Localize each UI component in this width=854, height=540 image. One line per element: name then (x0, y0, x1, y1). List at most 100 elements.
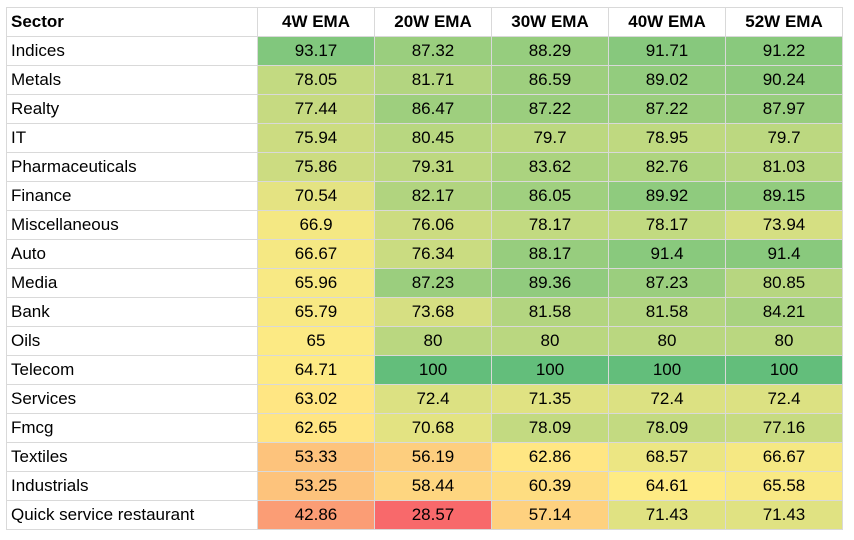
value-cell-4w-ema: 42.86 (257, 500, 375, 530)
value-cell-52w-ema: 65.58 (725, 471, 843, 501)
value-cell-20w-ema: 87.23 (374, 268, 492, 298)
value-cell-20w-ema: 86.47 (374, 94, 492, 124)
value-cell-40w-ema: 82.76 (608, 152, 726, 182)
value-cell-4w-ema: 75.94 (257, 123, 375, 153)
value-cell-52w-ema: 91.4 (725, 239, 843, 269)
sector-label: Oils (6, 326, 258, 356)
value-cell-30w-ema: 88.29 (491, 36, 609, 66)
column-header-52w-ema: 52W EMA (725, 7, 843, 37)
value-cell-52w-ema: 89.15 (725, 181, 843, 211)
table-row-realty: Realty 77.44 86.47 87.22 87.22 87.97 (6, 94, 843, 124)
table-row-metals: Metals 78.05 81.71 86.59 89.02 90.24 (6, 65, 843, 95)
table-row-textiles: Textiles 53.33 56.19 62.86 68.57 66.67 (6, 442, 843, 472)
value-cell-30w-ema: 81.58 (491, 297, 609, 327)
table-row-industrials: Industrials 53.25 58.44 60.39 64.61 65.58 (6, 471, 843, 501)
ema-heatmap-table: Sector 4W EMA 20W EMA 30W EMA 40W EMA 52… (6, 7, 843, 530)
value-cell-30w-ema: 87.22 (491, 94, 609, 124)
value-cell-52w-ema: 87.97 (725, 94, 843, 124)
value-cell-40w-ema: 87.22 (608, 94, 726, 124)
table-row-services: Services 63.02 72.4 71.35 72.4 72.4 (6, 384, 843, 414)
value-cell-52w-ema: 71.43 (725, 500, 843, 530)
value-cell-52w-ema: 84.21 (725, 297, 843, 327)
value-cell-4w-ema: 77.44 (257, 94, 375, 124)
value-cell-52w-ema: 80 (725, 326, 843, 356)
value-cell-30w-ema: 86.05 (491, 181, 609, 211)
value-cell-20w-ema: 100 (374, 355, 492, 385)
table-row-quick-service-restaurant: Quick service restaurant 42.86 28.57 57.14 7… (6, 500, 843, 530)
heatmap-container: Sector 4W EMA 20W EMA 30W EMA 40W EMA 52… (6, 7, 843, 530)
value-cell-20w-ema: 82.17 (374, 181, 492, 211)
value-cell-4w-ema: 75.86 (257, 152, 375, 182)
value-cell-20w-ema: 58.44 (374, 471, 492, 501)
sector-label: Quick service restaurant (6, 500, 258, 530)
value-cell-30w-ema: 78.09 (491, 413, 609, 443)
value-cell-20w-ema: 81.71 (374, 65, 492, 95)
column-header-20w-ema: 20W EMA (374, 7, 492, 37)
table-row-finance: Finance 70.54 82.17 86.05 89.92 89.15 (6, 181, 843, 211)
table-row-auto: Auto 66.67 76.34 88.17 91.4 91.4 (6, 239, 843, 269)
value-cell-20w-ema: 76.06 (374, 210, 492, 240)
value-cell-52w-ema: 72.4 (725, 384, 843, 414)
value-cell-4w-ema: 65.96 (257, 268, 375, 298)
value-cell-40w-ema: 80 (608, 326, 726, 356)
value-cell-40w-ema: 87.23 (608, 268, 726, 298)
table-row-it: IT 75.94 80.45 79.7 78.95 79.7 (6, 123, 843, 153)
value-cell-20w-ema: 70.68 (374, 413, 492, 443)
value-cell-20w-ema: 56.19 (374, 442, 492, 472)
value-cell-4w-ema: 65 (257, 326, 375, 356)
value-cell-40w-ema: 78.17 (608, 210, 726, 240)
value-cell-40w-ema: 68.57 (608, 442, 726, 472)
value-cell-52w-ema: 80.85 (725, 268, 843, 298)
value-cell-52w-ema: 90.24 (725, 65, 843, 95)
value-cell-52w-ema: 73.94 (725, 210, 843, 240)
value-cell-4w-ema: 70.54 (257, 181, 375, 211)
value-cell-40w-ema: 81.58 (608, 297, 726, 327)
value-cell-4w-ema: 64.71 (257, 355, 375, 385)
value-cell-30w-ema: 79.7 (491, 123, 609, 153)
value-cell-4w-ema: 93.17 (257, 36, 375, 66)
value-cell-4w-ema: 63.02 (257, 384, 375, 414)
value-cell-30w-ema: 62.86 (491, 442, 609, 472)
header-row: Sector 4W EMA 20W EMA 30W EMA 40W EMA 52… (6, 7, 843, 37)
heatmap-body: Indices 93.17 87.32 88.29 91.71 91.22 Metals 78… (6, 36, 843, 530)
table-row-fmcg: Fmcg 62.65 70.68 78.09 78.09 77.16 (6, 413, 843, 443)
value-cell-40w-ema: 89.92 (608, 181, 726, 211)
value-cell-20w-ema: 80.45 (374, 123, 492, 153)
sector-label: Finance (6, 181, 258, 211)
value-cell-30w-ema: 86.59 (491, 65, 609, 95)
value-cell-4w-ema: 53.33 (257, 442, 375, 472)
column-header-30w-ema: 30W EMA (491, 7, 609, 37)
value-cell-4w-ema: 78.05 (257, 65, 375, 95)
value-cell-20w-ema: 79.31 (374, 152, 492, 182)
sector-label: Textiles (6, 442, 258, 472)
value-cell-52w-ema: 79.7 (725, 123, 843, 153)
sector-label: Media (6, 268, 258, 298)
sector-label: Auto (6, 239, 258, 269)
sector-label: Realty (6, 94, 258, 124)
table-row-bank: Bank 65.79 73.68 81.58 81.58 84.21 (6, 297, 843, 327)
value-cell-30w-ema: 71.35 (491, 384, 609, 414)
value-cell-4w-ema: 66.9 (257, 210, 375, 240)
sector-label: Fmcg (6, 413, 258, 443)
table-row-miscellaneous: Miscellaneous 66.9 76.06 78.17 78.17 73.94 (6, 210, 843, 240)
sector-label: Telecom (6, 355, 258, 385)
value-cell-30w-ema: 89.36 (491, 268, 609, 298)
value-cell-4w-ema: 53.25 (257, 471, 375, 501)
sector-label: Metals (6, 65, 258, 95)
value-cell-40w-ema: 71.43 (608, 500, 726, 530)
value-cell-20w-ema: 73.68 (374, 297, 492, 327)
value-cell-52w-ema: 77.16 (725, 413, 843, 443)
value-cell-52w-ema: 100 (725, 355, 843, 385)
table-row-telecom: Telecom 64.71 100 100 100 100 (6, 355, 843, 385)
value-cell-40w-ema: 89.02 (608, 65, 726, 95)
value-cell-52w-ema: 81.03 (725, 152, 843, 182)
table-row-media: Media 65.96 87.23 89.36 87.23 80.85 (6, 268, 843, 298)
sector-label: Pharmaceuticals (6, 152, 258, 182)
value-cell-20w-ema: 28.57 (374, 500, 492, 530)
value-cell-4w-ema: 65.79 (257, 297, 375, 327)
value-cell-52w-ema: 66.67 (725, 442, 843, 472)
value-cell-4w-ema: 62.65 (257, 413, 375, 443)
value-cell-20w-ema: 72.4 (374, 384, 492, 414)
column-header-40w-ema: 40W EMA (608, 7, 726, 37)
value-cell-4w-ema: 66.67 (257, 239, 375, 269)
